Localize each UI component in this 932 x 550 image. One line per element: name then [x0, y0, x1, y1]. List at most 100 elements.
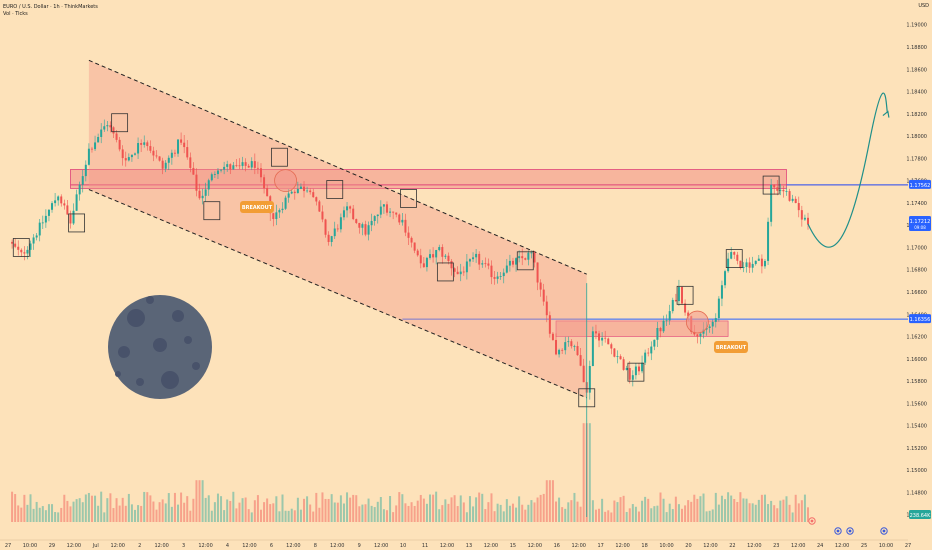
candle-body [622, 359, 625, 370]
candle-body [576, 346, 579, 356]
x-tick-label: 12:00 [615, 543, 629, 549]
volume-bar [542, 493, 545, 522]
candle-body [521, 256, 524, 259]
volume-bar [263, 502, 266, 522]
candle-body [204, 189, 207, 196]
volume-bar [490, 493, 493, 522]
volume-bar [717, 504, 720, 522]
candle-body [223, 166, 226, 170]
x-tick-label: 12:00 [440, 543, 454, 549]
volume-bar [714, 492, 717, 522]
candle-body [545, 301, 548, 316]
candle-body [106, 125, 109, 127]
volume-bar [293, 510, 296, 522]
x-tick-label: 13 [466, 543, 472, 549]
volume-bar [250, 512, 253, 522]
candle-body [389, 211, 392, 213]
candle-body [788, 191, 791, 201]
pivot-box [68, 213, 86, 233]
candle-body [395, 212, 398, 215]
volume-bar [195, 480, 198, 522]
x-tick-label: 15 [510, 543, 516, 549]
candle-body [736, 254, 739, 261]
pivot-box [203, 201, 221, 221]
volume-bar [671, 509, 674, 522]
candle-body [644, 352, 647, 363]
candle-body [628, 368, 631, 380]
y-tick-label: 1.15800 [906, 379, 927, 385]
y-tick-label: 1.15600 [906, 401, 927, 407]
volume-bar [161, 499, 164, 522]
volume-bar [598, 508, 601, 522]
x-tick-label: 25 [861, 543, 867, 549]
moon-crater [153, 338, 167, 352]
volume-bar [201, 480, 204, 522]
volume-bar [410, 502, 413, 522]
volume-bar [281, 494, 284, 522]
candle-body [733, 252, 736, 255]
candle-body [665, 320, 668, 322]
x-tick-label: 6 [270, 543, 273, 549]
volume-bar [622, 495, 625, 522]
volume-bar [127, 493, 130, 522]
currency-label[interactable]: USD [918, 3, 929, 9]
y-tick-label: 1.17800 [906, 156, 927, 162]
volume-bar [238, 502, 241, 522]
x-tick-label: 9 [358, 543, 361, 549]
candle-body [770, 184, 773, 222]
volume-bar [87, 492, 90, 522]
candle-body [339, 217, 342, 230]
candle-body [11, 241, 14, 244]
volume-bar [757, 499, 760, 522]
x-tick-label: 23 [773, 543, 779, 549]
pivot-box [578, 388, 596, 408]
volume-bar [527, 504, 530, 522]
volume-bar [468, 496, 471, 522]
candle-body [207, 180, 210, 190]
volume-bar [422, 498, 425, 522]
volume-bar [47, 504, 50, 522]
x-tick-label: 3 [182, 543, 185, 549]
candle-body [143, 142, 146, 145]
volume-bar [339, 495, 342, 522]
candle-body [515, 258, 518, 265]
candle-body [794, 198, 797, 204]
volume-bar [309, 504, 312, 522]
candle-body [598, 333, 601, 341]
volume-bar [407, 505, 410, 522]
candle-body [616, 356, 619, 357]
candle-body [705, 327, 708, 330]
pivot-box [271, 147, 288, 167]
volume-bar [327, 498, 330, 522]
candle-body [791, 198, 794, 201]
volume-bar [472, 506, 475, 522]
volume-bar [367, 498, 370, 522]
volume-bar [235, 508, 238, 522]
volume-bar [106, 498, 109, 522]
candle-body [613, 348, 616, 357]
candle-body [773, 184, 776, 188]
candle-body [499, 276, 502, 277]
zones-layer [70, 169, 908, 337]
volume-bar [118, 505, 121, 522]
volume-bar [133, 509, 136, 522]
volume-bar [610, 512, 613, 522]
x-tick-label: 11 [422, 543, 428, 549]
volume-bar [425, 503, 428, 522]
resistance-price-tag: 1.17562 [910, 183, 931, 189]
candle-body [659, 327, 662, 332]
candle-body [78, 184, 81, 195]
candle-body [216, 170, 219, 175]
projection-arrow-head [882, 110, 890, 118]
volume-bar [51, 504, 54, 522]
candle-body [284, 197, 287, 209]
x-tick-label: 27 [905, 543, 911, 549]
event-marker-dot [882, 529, 886, 533]
volume-bar [444, 499, 447, 522]
volume-bar [81, 502, 84, 522]
y-tick-label: 1.16800 [906, 268, 927, 274]
candle-body [90, 148, 93, 150]
volume-bar [389, 496, 392, 522]
volume-bar [690, 501, 693, 522]
